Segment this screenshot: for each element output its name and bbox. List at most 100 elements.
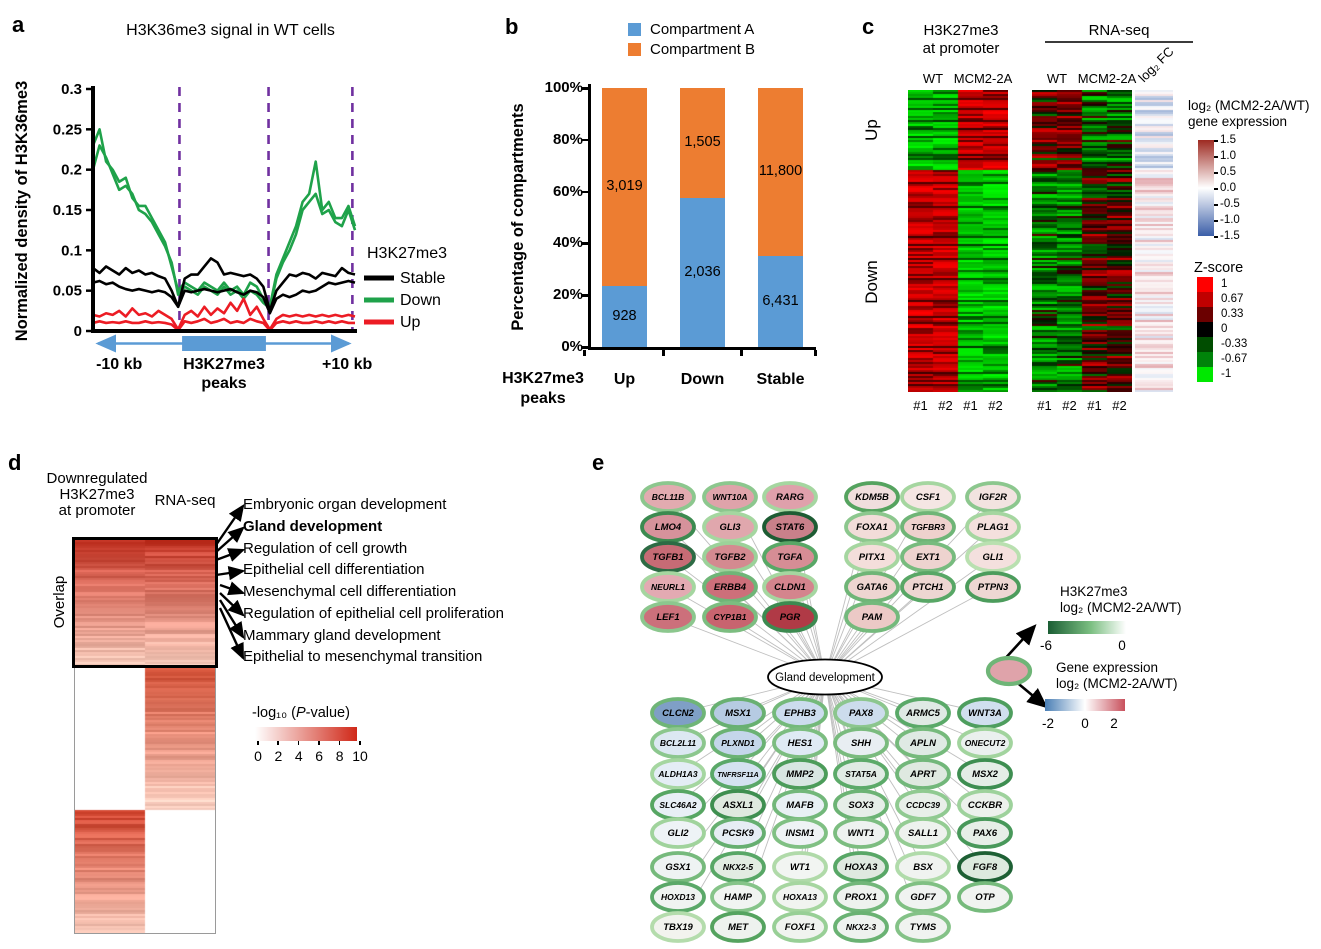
gene-node <box>895 817 951 849</box>
e-fill-legend-tick: 0 <box>1081 716 1089 731</box>
gene-node <box>650 758 706 790</box>
bar-compartment-a-up <box>602 286 647 347</box>
y-tick-label: 0.3 <box>61 81 82 98</box>
b-x-tick <box>583 350 586 356</box>
bar-compartment-a-stable <box>758 256 803 347</box>
gene-label: HOXD13 <box>661 892 695 902</box>
peak-region-box <box>182 336 266 351</box>
gene-node <box>900 481 956 513</box>
go-term: Epithelial to mesenchymal transition <box>243 648 483 665</box>
gene-label: STAT6 <box>776 522 805 533</box>
gene-label: ARMC5 <box>905 708 940 719</box>
gene-node <box>833 697 889 729</box>
h3k27me3-legend-bar <box>1048 621 1126 634</box>
gene-node <box>762 571 818 603</box>
gene-node <box>965 481 1021 513</box>
gene-label: LEF1 <box>656 612 679 623</box>
gene-label: PITX1 <box>859 552 885 563</box>
gene-label: GDF7 <box>910 892 936 903</box>
go-term: Regulation of cell growth <box>243 540 408 557</box>
b-x-tick <box>814 350 817 356</box>
gene-label: TGFA <box>777 552 802 563</box>
b-category-label-down: Down <box>680 371 725 388</box>
legend-label-stable: Stable <box>400 270 445 287</box>
c-column-header: WT <box>922 71 944 86</box>
gene-node <box>965 541 1021 573</box>
gene-label: MSX2 <box>972 769 999 780</box>
gene-node <box>710 817 766 849</box>
panel-c-left-title-line1: H3K27me3 <box>923 22 999 39</box>
gene-node <box>702 601 758 633</box>
go-arrow <box>218 599 245 640</box>
gene-label: RARG <box>776 492 805 503</box>
c-replicate-label: #2 <box>988 398 1003 413</box>
gene-node <box>772 881 828 913</box>
gene-label: SALL1 <box>908 828 938 839</box>
panel-a-title: H3K36me3 signal in WT cells <box>126 22 335 39</box>
panel-d-overlap-label: Overlap <box>51 575 68 629</box>
gene-label: CCKBR <box>968 800 1002 811</box>
b-y-tick-label: 20% <box>552 286 583 304</box>
gene-node <box>844 571 900 603</box>
panel-c-legend1-title-line2: gene expression <box>1188 114 1288 129</box>
gene-label: WNT1 <box>848 828 875 839</box>
gene-node <box>762 481 818 513</box>
gene-node <box>702 541 758 573</box>
b-y-tick-label: 100% <box>544 79 583 96</box>
hub-label: Gland development <box>775 672 876 684</box>
legend-label-compartment-a: Compartment A <box>650 21 755 38</box>
c-legend1-tick <box>1214 156 1218 158</box>
gene-label: BCL2L11 <box>660 738 696 748</box>
gene-label: TNFRSF11A <box>717 770 759 779</box>
zscore-block <box>1197 352 1213 367</box>
series-up-rep1 <box>92 297 356 331</box>
bar-value-a: 6,431 <box>762 292 799 309</box>
gene-label: TYMS <box>910 922 937 933</box>
gene-node <box>957 727 1013 759</box>
gene-label: ALDH1A3 <box>657 769 697 779</box>
legend-swatch-compartment-b <box>628 43 641 56</box>
go-arrow <box>215 565 246 581</box>
c-legend1-tick-label: -1.0 <box>1220 214 1240 226</box>
gene-node <box>640 571 696 603</box>
gene-label: PTPN3 <box>978 582 1009 593</box>
gene-label: GLI2 <box>667 828 689 839</box>
gene-label: TGFBR3 <box>911 522 945 532</box>
gene-label: HOXA13 <box>783 892 817 902</box>
gene-label: NKX2-3 <box>846 922 877 932</box>
gene-label: STAT5A <box>845 769 877 779</box>
gene-node <box>895 851 951 883</box>
b-x-tick <box>740 350 743 356</box>
c-legend1-tick-label: -1.5 <box>1220 230 1240 242</box>
gene-label: EXT1 <box>916 552 940 563</box>
gene-label: CLCN2 <box>662 708 694 719</box>
gene-node <box>640 481 696 513</box>
gene-node <box>900 571 956 603</box>
gene-node <box>702 511 758 543</box>
panel-c-rnaseq-title: RNA-seq <box>1088 22 1150 39</box>
gene-node <box>710 851 766 883</box>
gene-label: IGF2R <box>979 492 1007 503</box>
b-y-tick <box>581 346 589 349</box>
go-arrow <box>215 526 245 553</box>
gene-node <box>900 511 956 543</box>
gene-expression-legend-bar <box>1045 699 1125 711</box>
colorbar-title-suffix: -value) <box>305 705 350 721</box>
gene-label: PGR <box>780 612 801 623</box>
gene-label: SHH <box>851 738 872 749</box>
panel-c-zscore-title: Z-score <box>1194 260 1244 276</box>
gene-label: GSX1 <box>665 862 690 873</box>
panel-e-fill-legend-title-line2: log₂ (MCM2-2A/WT) <box>1056 676 1178 691</box>
network-edge <box>824 556 994 678</box>
b-x-axis <box>588 347 816 350</box>
gene-node <box>900 541 956 573</box>
d-colorbar-tick-label: 10 <box>352 748 368 764</box>
go-term: Gland development <box>243 518 383 535</box>
y-tick-label: 0.05 <box>53 283 82 300</box>
b-category-label-up: Up <box>613 371 636 388</box>
go-term: Mesenchymal cell differentiation <box>243 583 457 600</box>
gene-node <box>772 851 828 883</box>
b-y-tick <box>581 294 589 297</box>
gene-label: PCSK9 <box>722 828 754 839</box>
d-colorbar-tick <box>359 741 361 745</box>
